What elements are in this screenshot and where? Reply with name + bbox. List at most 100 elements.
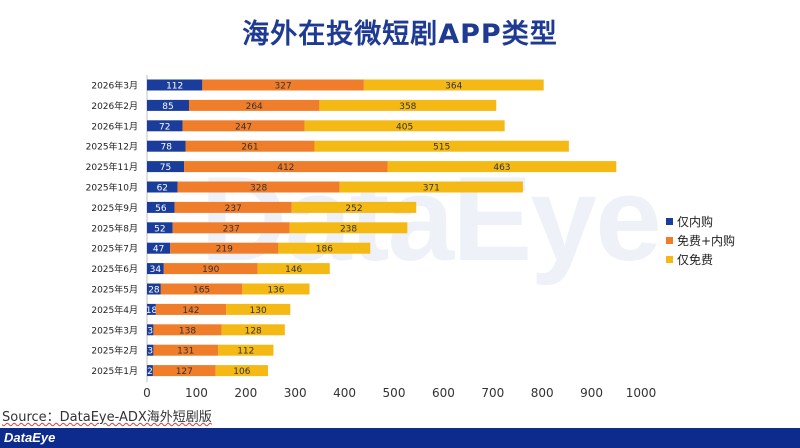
data-label: 131 [177, 347, 194, 357]
bar-segment [155, 303, 227, 315]
category-label: 2026年3月 [91, 80, 138, 92]
data-label: 515 [433, 143, 450, 153]
bar-segment [153, 324, 222, 336]
legend-item-only-inner: 仅内购 [666, 212, 735, 231]
legend-swatch-free-plus-inner [666, 237, 673, 244]
bar-segment [363, 79, 544, 91]
bar-segment [215, 365, 269, 377]
bar-segment [319, 99, 497, 111]
data-label: 142 [182, 306, 199, 316]
x-tick-label: 600 [432, 386, 455, 400]
data-label: 237 [223, 224, 240, 234]
x-tick-label: 200 [234, 386, 257, 400]
bar-segment [182, 120, 305, 132]
category-label: 2026年1月 [91, 120, 138, 132]
data-label: 3 [147, 347, 153, 357]
data-label: 165 [193, 286, 210, 296]
data-label: 405 [396, 122, 413, 132]
x-tick-label: 400 [333, 386, 356, 400]
bar-segment [160, 283, 243, 295]
bar-segment [147, 99, 189, 111]
bar-segment [147, 120, 183, 132]
legend-label-only-free: 仅免费 [677, 253, 714, 267]
data-label: 28 [148, 286, 160, 296]
bar-segment [153, 344, 219, 356]
data-label: 47 [153, 245, 164, 255]
bar-segment [163, 263, 258, 275]
data-label: 127 [176, 367, 193, 377]
bar-segment [387, 161, 617, 173]
data-label: 261 [241, 143, 258, 153]
bar-segment [170, 242, 279, 254]
bar-segment [147, 344, 154, 356]
category-label: 2025年6月 [91, 263, 138, 275]
bar-segment [147, 263, 164, 275]
data-label: 56 [155, 204, 167, 214]
data-label: 112 [237, 347, 254, 357]
x-tick-label: 800 [531, 386, 554, 400]
data-label: 237 [225, 204, 242, 214]
bar-segment [226, 303, 291, 315]
bar-segment [147, 324, 154, 336]
legend-label-free-plus-inner: 免费+内购 [677, 234, 736, 248]
source-note: Source：DataEye-ADX海外短剧版 [2, 406, 212, 425]
bar-segment [304, 120, 505, 132]
source-text: Source：DataEye-ADX海外短剧版 [2, 410, 212, 425]
data-label: 130 [250, 306, 267, 316]
data-label: 2 [147, 367, 153, 377]
data-label: 328 [250, 184, 267, 194]
x-tick-label: 500 [383, 386, 406, 400]
category-label: 2025年1月 [91, 365, 138, 377]
category-label: 2025年5月 [91, 284, 138, 296]
data-label: 247 [235, 122, 252, 132]
bar-segment [291, 201, 417, 213]
x-tick-label: 900 [580, 386, 603, 400]
data-label: 358 [399, 102, 416, 112]
category-label: 2025年10月 [86, 182, 138, 194]
legend-label-only-inner: 仅内购 [677, 215, 714, 229]
data-label: 364 [445, 82, 462, 92]
bar-segment [147, 181, 178, 193]
x-tick-label: 1000 [626, 386, 657, 400]
category-label: 2026年2月 [91, 100, 138, 112]
category-label: 2025年4月 [91, 304, 138, 316]
data-label: 72 [159, 122, 170, 132]
category-label: 2025年9月 [91, 202, 138, 214]
category-label: 2025年7月 [91, 243, 138, 255]
bar-segment [147, 283, 161, 295]
category-label: 2025年12月 [86, 141, 138, 153]
bar-segment [184, 161, 388, 173]
category-label: 2025年2月 [91, 345, 138, 357]
bar-segment [339, 181, 523, 193]
footer-logo: DataEye [4, 430, 56, 445]
legend: 仅内购 免费+内购 仅免费 [666, 212, 735, 269]
footer-bar: DataEye [0, 428, 800, 448]
bar-segment [147, 201, 175, 213]
bar-segment [147, 140, 186, 152]
bar-segment [172, 222, 290, 234]
bar-segment [314, 140, 569, 152]
bar-segment [147, 365, 153, 377]
bar-segment [147, 222, 173, 234]
data-label: 371 [423, 184, 440, 194]
data-label: 52 [154, 224, 165, 234]
bar-segment [147, 161, 185, 173]
data-label: 78 [161, 143, 173, 153]
x-tick-label: 100 [185, 386, 208, 400]
data-label: 3 [147, 326, 153, 336]
data-label: 18 [146, 306, 158, 316]
data-label: 85 [162, 102, 173, 112]
bar-segment [188, 99, 320, 111]
legend-swatch-only-free [666, 256, 673, 263]
category-label: 2025年11月 [86, 161, 138, 173]
data-label: 186 [316, 245, 333, 255]
category-label: 2025年8月 [91, 222, 138, 234]
data-label: 190 [202, 265, 219, 275]
bar-segment [221, 324, 285, 336]
bar-segment [278, 242, 371, 254]
bar-segment [147, 303, 156, 315]
data-label: 112 [166, 82, 183, 92]
bar-segment [147, 242, 171, 254]
data-label: 327 [275, 82, 292, 92]
